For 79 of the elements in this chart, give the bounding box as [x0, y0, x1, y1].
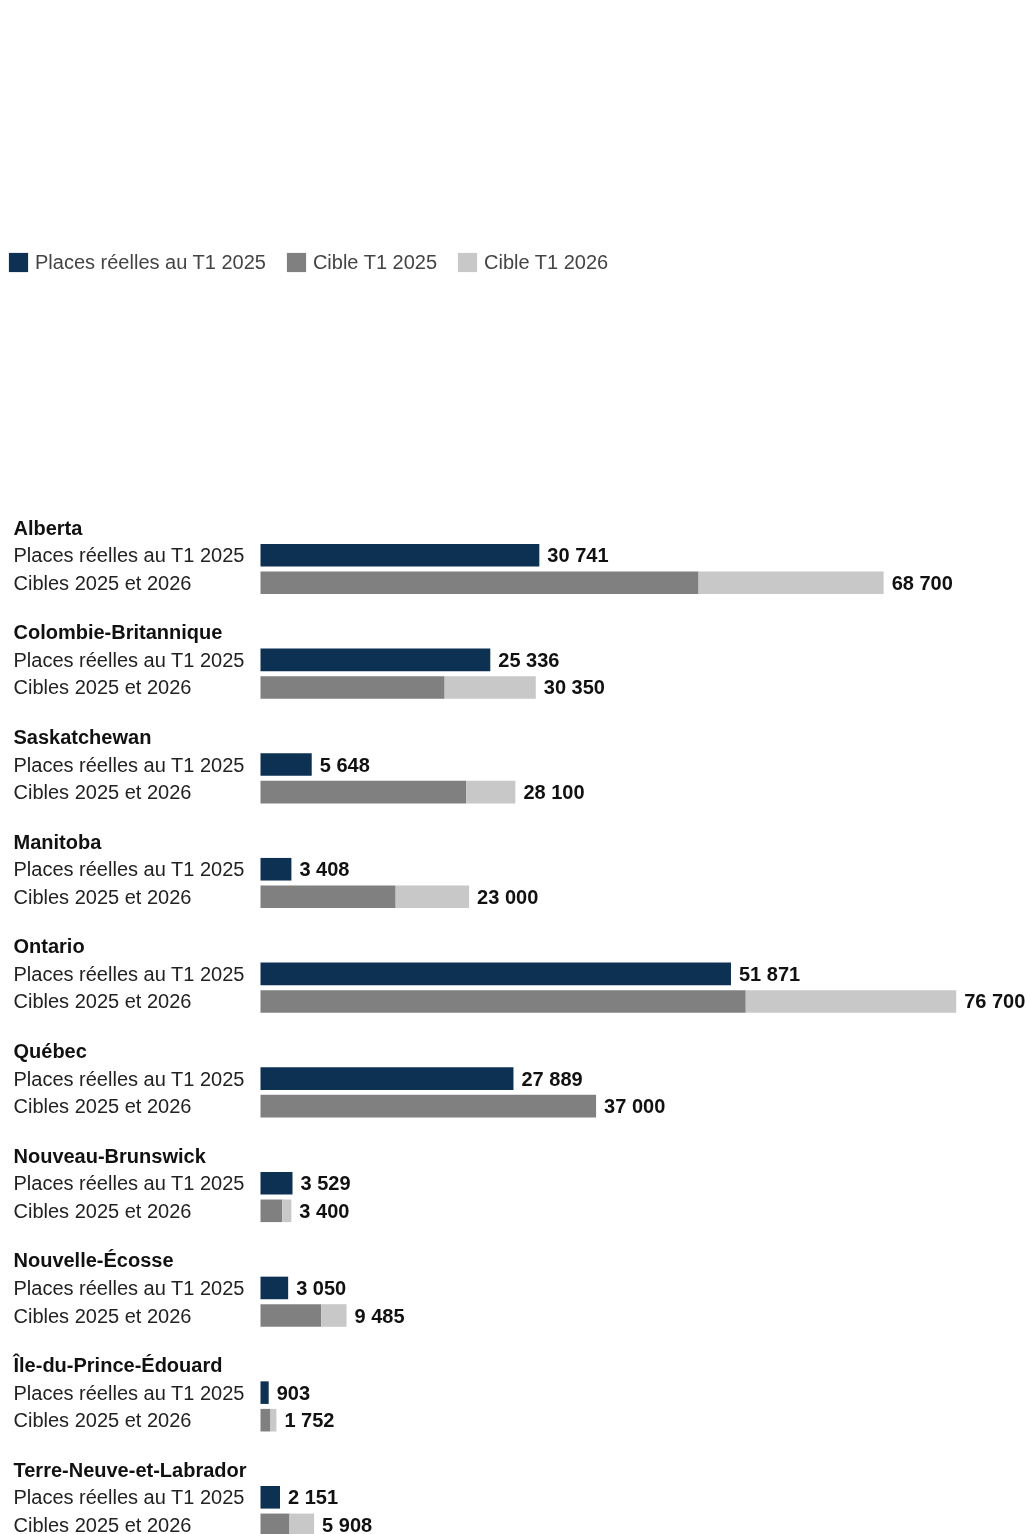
y-tick-label: Places réelles au T1 2025 — [13, 1067, 245, 1090]
legend-label: Cible T1 2025 — [312, 250, 438, 274]
total-label: 30 350 — [543, 676, 605, 699]
bar — [260, 753, 312, 776]
total-label: 9 485 — [354, 1304, 405, 1327]
y-tick-label: Cibles 2025 et 2026 — [13, 1409, 192, 1432]
bar — [260, 676, 445, 699]
data-label: 25 336 — [498, 648, 560, 671]
y-tick-label: Places réelles au T1 2025 — [13, 1381, 245, 1404]
data-label: 903 — [276, 1381, 311, 1404]
bar — [260, 780, 467, 804]
y-tick-label: Cibles 2025 et 2026 — [13, 1513, 192, 1534]
bar — [260, 1199, 283, 1223]
data-label: 3 050 — [296, 1276, 347, 1299]
bar — [698, 571, 884, 595]
text: Manitoba — [13, 830, 103, 853]
legend-label: Cible T1 2026 — [484, 250, 609, 274]
y-tick-label: Places réelles au T1 2025 — [13, 753, 245, 776]
text: Colombie-Britannique — [13, 621, 223, 644]
bar — [260, 543, 540, 567]
y-tick-label: Cibles 2025 et 2026 — [13, 990, 192, 1013]
text: Île-du-Prince-Édouard — [12, 1353, 223, 1377]
bar — [260, 857, 292, 881]
bar — [444, 676, 536, 699]
data-label: 3 408 — [299, 858, 350, 881]
bar — [282, 1199, 292, 1223]
data-label: 2 151 — [288, 1486, 339, 1509]
y-tick-label: Cibles 2025 et 2026 — [13, 1199, 192, 1222]
y-tick-label: Places réelles au T1 2025 — [13, 1276, 245, 1299]
bar — [395, 885, 470, 909]
bar — [260, 1171, 293, 1195]
total-label: 76 700 — [964, 990, 1026, 1013]
bar — [466, 780, 516, 804]
y-tick-label: Places réelles au T1 2025 — [13, 858, 245, 881]
bar — [260, 1094, 597, 1118]
text: Ontario — [13, 935, 85, 958]
text: Terre-Neuve-et-Labrador — [13, 1458, 247, 1481]
y-tick-label: Places réelles au T1 2025 — [13, 544, 245, 567]
y-tick-label: Cibles 2025 et 2026 — [13, 571, 192, 594]
total-label: 1 752 — [284, 1409, 335, 1432]
y-tick-label: Cibles 2025 et 2026 — [13, 781, 192, 804]
text: Alberta — [13, 516, 84, 539]
bar — [260, 990, 746, 1013]
bar — [260, 1486, 281, 1509]
bar — [260, 1304, 322, 1327]
total-label: 5 908 — [322, 1513, 373, 1534]
bar — [260, 962, 731, 986]
bar — [260, 571, 699, 595]
total-label: 23 000 — [477, 885, 539, 908]
text: Saskatchewan — [13, 726, 152, 749]
bar — [745, 990, 957, 1013]
legend-label: Places réelles au T1 2025 — [35, 250, 266, 274]
bar — [321, 1304, 347, 1327]
y-tick-label: Cibles 2025 et 2026 — [13, 1304, 192, 1327]
y-tick-label: Places réelles au T1 2025 — [13, 1172, 245, 1195]
y-tick-label: Cibles 2025 et 2026 — [13, 885, 192, 908]
y-tick-label: Places réelles au T1 2025 — [13, 1486, 245, 1509]
bar — [260, 1276, 289, 1300]
bar — [260, 648, 491, 672]
data-label: 30 741 — [547, 544, 609, 567]
data-label: 3 529 — [300, 1172, 351, 1195]
y-tick-label: Cibles 2025 et 2026 — [13, 1095, 192, 1118]
data-label: 51 871 — [738, 962, 801, 985]
text: Nouvelle-Écosse — [13, 1249, 174, 1272]
data-label: 5 648 — [319, 753, 370, 776]
y-tick-label: Places réelles au T1 2025 — [13, 962, 245, 985]
bar — [260, 1381, 269, 1404]
bar — [270, 1408, 277, 1432]
text: Nouveau-Brunswick — [13, 1144, 207, 1167]
total-label: 37 000 — [604, 1095, 666, 1118]
data-label: 27 889 — [521, 1067, 583, 1090]
bar — [260, 885, 396, 909]
total-label: 3 400 — [299, 1199, 350, 1222]
y-tick-label: Cibles 2025 et 2026 — [13, 676, 192, 699]
total-label: 68 700 — [891, 571, 953, 594]
bar — [260, 1067, 514, 1090]
text: Québec — [13, 1040, 87, 1063]
y-tick-label: Places réelles au T1 2025 — [13, 648, 245, 671]
total-label: 28 100 — [523, 781, 585, 804]
